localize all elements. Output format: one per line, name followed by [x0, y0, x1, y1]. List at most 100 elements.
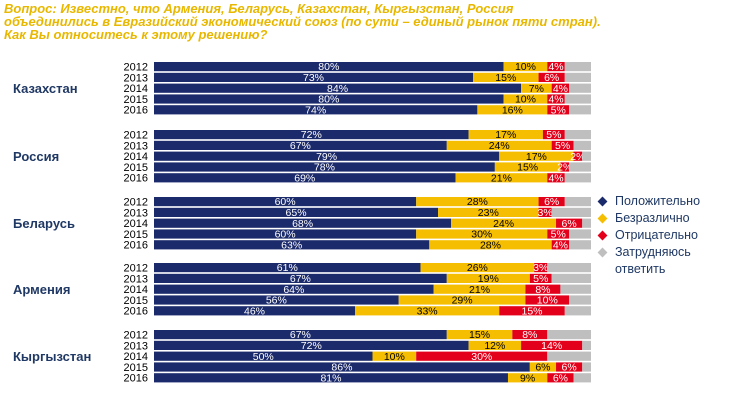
data-label-positive: 60%	[275, 229, 296, 241]
data-label-indifferent: 7%	[529, 83, 544, 95]
data-label-indifferent: 23%	[478, 207, 499, 219]
bar-segment-indifferent	[455, 173, 548, 183]
bar-segment-positive	[154, 273, 447, 283]
data-label-negative: 14%	[541, 340, 562, 352]
bar-segment-negative	[538, 207, 552, 217]
year-label: 2013	[124, 72, 148, 84]
bar-segment-undecided	[564, 62, 591, 72]
legend-marker-negative-icon	[597, 230, 608, 241]
year-label: 2015	[124, 162, 148, 174]
year-label: 2016	[124, 240, 148, 252]
data-label-indifferent: 10%	[515, 94, 536, 106]
bar-segment-positive	[154, 62, 504, 72]
legend-item-positive: Положительно	[597, 193, 729, 210]
bar-segment-negative	[525, 284, 561, 294]
data-label-indifferent: 29%	[452, 295, 473, 307]
bar-segment-undecided	[564, 197, 591, 207]
year-label: 2012	[124, 130, 148, 142]
bar-segment-undecided	[582, 340, 591, 350]
data-label-indifferent: 28%	[467, 196, 488, 208]
data-label-indifferent: 9%	[520, 372, 535, 384]
bar-segment-undecided	[560, 284, 591, 294]
data-label-indifferent: 24%	[489, 140, 510, 152]
data-label-negative: 6%	[562, 218, 577, 230]
data-label-positive: 67%	[290, 140, 311, 152]
year-label: 2012	[124, 330, 148, 342]
data-label-indifferent: 28%	[480, 239, 501, 251]
data-label-positive: 60%	[275, 196, 296, 208]
data-label-indifferent: 30%	[471, 229, 492, 241]
bar-segment-positive	[154, 362, 530, 372]
question-title: Вопрос: Известно, что Армения, Беларусь,…	[4, 1, 601, 42]
year-label: 2014	[124, 351, 148, 363]
bar-segment-undecided	[564, 173, 591, 183]
bar-segment-undecided	[564, 72, 591, 82]
data-label-indifferent: 17%	[495, 129, 516, 141]
data-label-positive: 78%	[314, 162, 335, 174]
data-label-indifferent: 10%	[384, 351, 405, 363]
country-label: Беларусь	[13, 216, 75, 231]
bar-segment-negative	[416, 351, 548, 361]
data-label-indifferent: 17%	[526, 151, 547, 163]
bar-segment-indifferent	[372, 351, 417, 361]
bar-segment-undecided	[547, 263, 591, 273]
data-label-positive: 74%	[305, 104, 326, 116]
data-label-negative: 3%	[538, 207, 553, 219]
bar-segment-undecided	[582, 362, 591, 372]
bar-segment-negative	[556, 362, 583, 372]
year-label: 2013	[124, 273, 148, 285]
bar-segment-undecided	[569, 229, 591, 239]
bar-segment-negative	[547, 105, 570, 115]
data-label-negative: 2%	[557, 162, 572, 174]
bar-segment-undecided	[564, 94, 591, 104]
year-label: 2014	[124, 218, 148, 230]
legend-marker-undecided-icon	[597, 247, 608, 258]
bar-segment-undecided	[582, 218, 591, 228]
data-label-positive: 65%	[286, 207, 307, 219]
bar-segment-indifferent	[433, 284, 526, 294]
country-group: Казахстан 2012 80% 10% 4% 2013 73% 15% 6% 2014 84%…	[13, 61, 591, 117]
bar-segment-negative	[551, 83, 570, 93]
bar-segment-indifferent	[429, 240, 552, 250]
data-label-positive: 81%	[320, 372, 341, 384]
data-label-negative: 15%	[521, 305, 542, 317]
bar-segment-indifferent	[446, 330, 513, 340]
data-label-positive: 69%	[294, 172, 315, 184]
legend-item-undecided: Затрудняюсь ответить	[597, 244, 729, 276]
bar-segment-positive	[154, 229, 417, 239]
data-label-indifferent: 19%	[478, 273, 499, 285]
bar-segment-positive	[154, 173, 456, 183]
data-label-positive: 63%	[281, 239, 302, 251]
bar-segment-positive	[154, 130, 469, 140]
bar-segment-positive	[154, 140, 447, 150]
bar-segment-undecided	[564, 130, 591, 140]
bar-segment-positive	[154, 295, 399, 305]
data-label-indifferent: 15%	[469, 329, 490, 341]
data-label-negative: 5%	[555, 140, 570, 152]
bar-segment-negative	[499, 306, 565, 316]
bar-segment-negative	[538, 72, 565, 82]
year-label: 2012	[124, 263, 148, 275]
year-label: 2016	[124, 373, 148, 385]
bar-segment-negative	[573, 151, 583, 161]
year-label: 2013	[124, 140, 148, 152]
bar-segment-negative	[512, 330, 548, 340]
data-label-positive: 73%	[303, 72, 324, 84]
country-group: Армения 2012 61% 26% 3% 2013 67% 19% 5% 2014 64% 21…	[13, 262, 591, 318]
data-label-negative: 10%	[537, 295, 558, 307]
year-label: 2015	[124, 94, 148, 106]
data-label-negative: 4%	[548, 61, 563, 73]
bar-segment-indifferent	[529, 362, 557, 372]
data-label-indifferent: 10%	[515, 61, 536, 73]
data-label-positive: 84%	[327, 83, 348, 95]
data-label-negative: 8%	[522, 329, 537, 341]
data-label-positive: 80%	[318, 61, 339, 73]
data-label-positive: 67%	[290, 273, 311, 285]
data-label-negative: 5%	[546, 129, 561, 141]
bar-segment-positive	[154, 72, 474, 82]
bar-segment-undecided	[569, 105, 591, 115]
year-label: 2012	[124, 197, 148, 209]
data-label-indifferent: 26%	[467, 262, 488, 274]
bar-segment-negative	[542, 130, 565, 140]
year-label: 2014	[124, 151, 148, 163]
